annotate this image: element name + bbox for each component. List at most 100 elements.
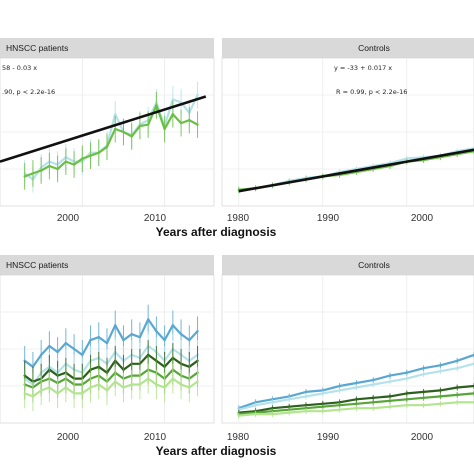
data-point xyxy=(81,157,84,160)
data-point xyxy=(56,167,59,171)
data-point xyxy=(196,123,199,126)
data-point xyxy=(89,338,92,342)
data-point xyxy=(439,364,442,367)
panel-bottom-left: HNSCC patients 2000 2010 xyxy=(0,255,215,443)
data-point xyxy=(64,160,68,163)
data-point xyxy=(72,347,76,351)
grid xyxy=(222,58,474,206)
data-point xyxy=(163,338,166,342)
data-point xyxy=(138,383,142,386)
data-point xyxy=(388,395,392,398)
data-point xyxy=(122,338,125,342)
x-tick-label: 1980 xyxy=(227,432,250,443)
data-point xyxy=(372,378,375,382)
data-point xyxy=(439,389,442,392)
data-point xyxy=(122,386,125,389)
data-point xyxy=(48,344,51,348)
data-point xyxy=(23,392,26,395)
data-point xyxy=(405,404,408,407)
data-point xyxy=(372,401,375,404)
data-point xyxy=(97,151,100,154)
data-point xyxy=(439,395,442,398)
data-point xyxy=(130,135,133,138)
data-point xyxy=(321,392,324,395)
x-tick-label: 2000 xyxy=(57,213,80,224)
data-point xyxy=(39,389,43,392)
data-point xyxy=(456,393,459,397)
data-point xyxy=(388,405,392,408)
data-point xyxy=(179,383,183,386)
data-point xyxy=(456,367,459,370)
data-point xyxy=(237,414,240,417)
data-point xyxy=(31,172,35,175)
data-point xyxy=(64,341,68,345)
data-point xyxy=(196,330,199,333)
data-point xyxy=(288,398,291,401)
data-point xyxy=(388,374,392,377)
data-point xyxy=(439,402,442,405)
data-point xyxy=(456,401,459,404)
data-point xyxy=(122,130,125,134)
data-point xyxy=(338,404,341,407)
data-point xyxy=(114,113,117,116)
data-point xyxy=(321,409,324,413)
data-point xyxy=(288,411,291,414)
data-point xyxy=(171,113,175,116)
series-line xyxy=(24,318,199,368)
strip xyxy=(222,255,474,275)
data-point xyxy=(422,390,425,394)
data-point xyxy=(254,412,257,416)
data-point xyxy=(254,404,257,407)
series-line xyxy=(24,353,199,383)
data-point xyxy=(439,370,442,373)
x-tick-label: 1980 xyxy=(227,213,250,224)
x-axis-title: Years after diagnosis xyxy=(156,225,277,239)
data-point xyxy=(304,395,308,398)
data-point xyxy=(138,124,142,128)
data-point xyxy=(48,164,51,168)
data-point xyxy=(163,386,166,389)
panel-title: HNSCC patients xyxy=(6,43,68,53)
data-point xyxy=(372,396,375,400)
data-point xyxy=(155,330,158,333)
data-point xyxy=(179,333,183,336)
data-point xyxy=(171,377,175,380)
data-point xyxy=(321,405,324,408)
panel-bottom-right: Controls 1980 1990 2000 xyxy=(221,255,474,443)
data-point xyxy=(23,175,26,178)
data-point xyxy=(105,389,109,392)
data-point xyxy=(163,127,166,131)
data-point xyxy=(155,383,158,386)
data-point xyxy=(422,372,425,376)
x-tick-label: 1990 xyxy=(317,213,340,224)
series-line xyxy=(24,368,199,389)
series-layer xyxy=(237,351,474,419)
data-point xyxy=(196,93,199,97)
annotation-line-1: y = -33 + 0.017 x xyxy=(334,64,392,72)
data-point xyxy=(97,335,100,339)
data-point xyxy=(146,377,150,380)
data-point xyxy=(146,318,150,321)
annotation-line-1: 58 - 0.03 x xyxy=(2,64,37,72)
series-line xyxy=(24,104,199,178)
data-point xyxy=(72,392,76,395)
fit-line xyxy=(238,148,474,193)
strip xyxy=(0,38,214,58)
series-layer xyxy=(0,81,207,193)
data-point xyxy=(56,350,59,354)
panel-title: Controls xyxy=(358,260,390,270)
data-point xyxy=(338,408,341,411)
data-point xyxy=(405,377,408,380)
x-axis-title: Years after diagnosis xyxy=(156,444,277,458)
data-point xyxy=(271,409,274,413)
data-point xyxy=(188,338,191,342)
x-tick-label: 1990 xyxy=(317,432,340,443)
data-point xyxy=(188,118,191,122)
data-point xyxy=(64,386,68,389)
data-point xyxy=(271,401,274,404)
data-point xyxy=(456,386,459,389)
data-point xyxy=(196,380,199,383)
fit-line xyxy=(0,95,207,163)
data-point xyxy=(23,359,26,363)
data-point xyxy=(355,402,358,405)
